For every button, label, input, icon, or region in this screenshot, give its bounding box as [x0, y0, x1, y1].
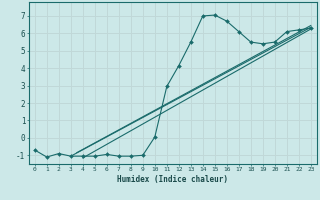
X-axis label: Humidex (Indice chaleur): Humidex (Indice chaleur) [117, 175, 228, 184]
